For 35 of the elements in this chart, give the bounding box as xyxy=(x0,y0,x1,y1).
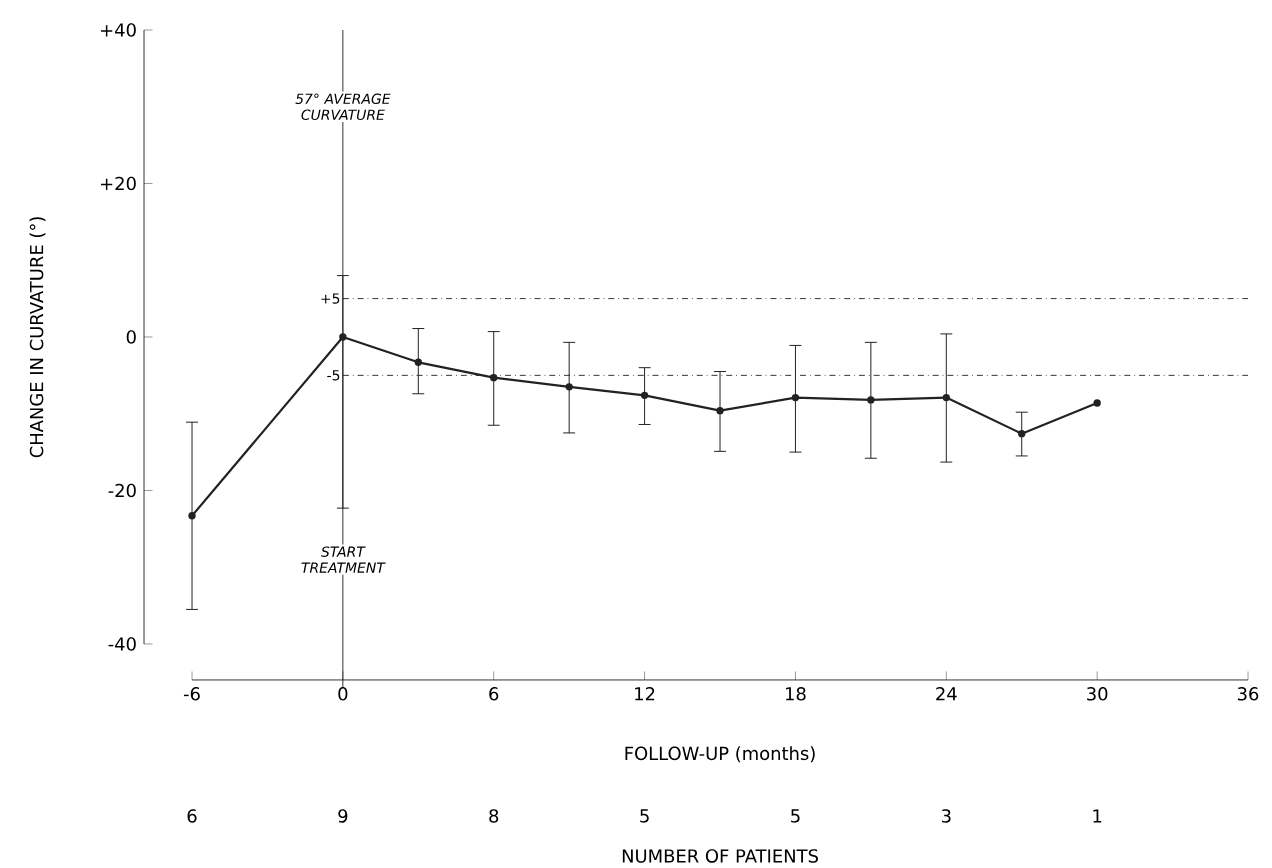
y-tick-label: +20 xyxy=(101,176,136,191)
x-tick-label: 30 xyxy=(1087,687,1108,701)
text: 5 xyxy=(791,809,800,823)
point xyxy=(867,396,875,404)
point xyxy=(716,406,724,415)
point xyxy=(1093,399,1101,407)
x-tick-label: -6 xyxy=(183,687,200,701)
x-tick-label: 24 xyxy=(936,687,957,701)
point xyxy=(791,393,800,402)
text: 6 xyxy=(187,809,197,823)
x-tick-label: 0 xyxy=(338,687,348,701)
point xyxy=(339,333,347,341)
text: NUMBER OF PATIENTS xyxy=(622,849,818,863)
point xyxy=(565,383,573,391)
x-tick-label: 6 xyxy=(489,687,499,701)
y-axis-title: CHANGE IN CURVATURE (°) xyxy=(29,217,46,458)
point xyxy=(1018,430,1026,438)
point xyxy=(640,391,649,399)
x-axis-title: FOLLOW-UP (months) xyxy=(625,746,815,763)
x-tick-label: 36 xyxy=(1237,687,1259,701)
text: 9 xyxy=(338,809,348,823)
x-tick-label: 12 xyxy=(635,687,655,701)
y-tick-label: -20 xyxy=(108,483,136,498)
text: 1 xyxy=(1093,809,1102,823)
point xyxy=(188,512,196,520)
x-tick-label: 18 xyxy=(786,687,806,701)
point xyxy=(942,393,950,402)
y-tick-label: -40 xyxy=(108,637,136,651)
y-tick-label: +40 xyxy=(101,23,136,37)
text: 5 xyxy=(640,809,649,823)
text: 3 xyxy=(941,809,951,823)
point xyxy=(490,373,498,382)
point xyxy=(414,358,422,366)
y-tick-label: 0 xyxy=(126,330,136,344)
text: 8 xyxy=(489,809,499,823)
